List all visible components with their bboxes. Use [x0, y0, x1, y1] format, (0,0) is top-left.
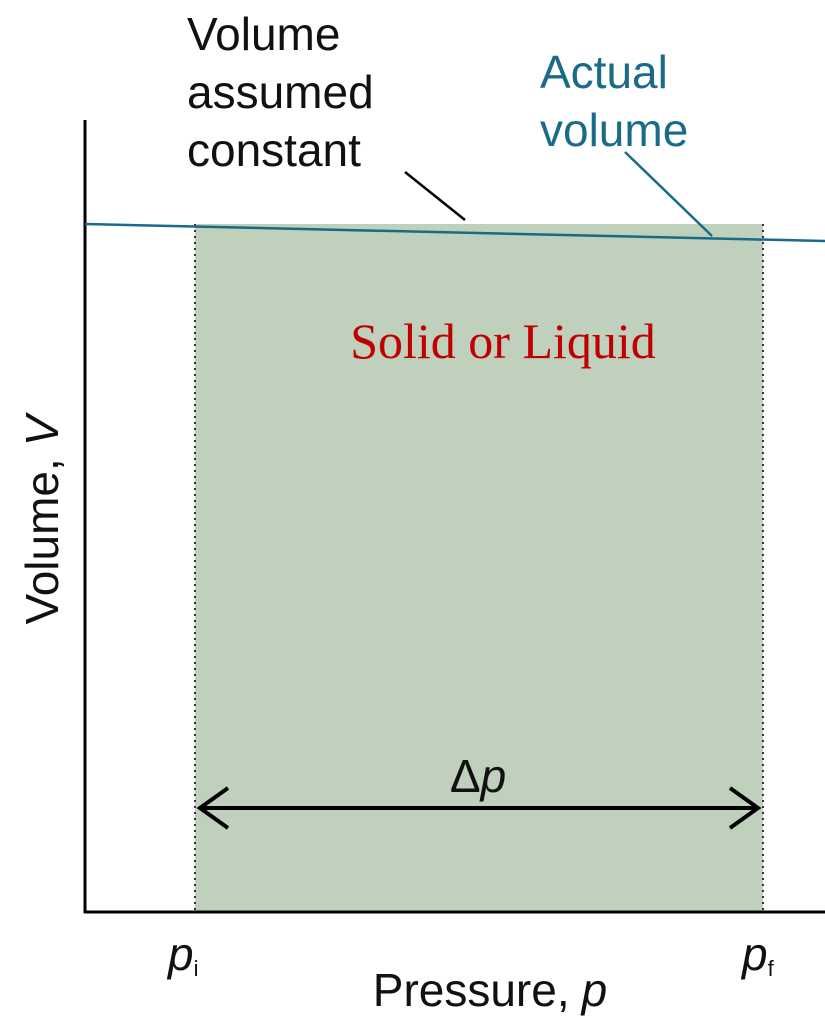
text: constant [187, 124, 361, 176]
text: Δ [450, 750, 481, 802]
region [195, 224, 763, 912]
text: Volume [187, 8, 340, 60]
x-axis-label: Pressure, p [373, 964, 607, 1016]
text: assumed [187, 66, 374, 118]
text: Actual [540, 46, 668, 98]
text: i [194, 956, 199, 981]
assumed-label: Volume assumed constant [187, 8, 374, 176]
text: f [768, 956, 775, 981]
text: Pressure, [373, 964, 570, 1016]
leader [404, 171, 466, 221]
delta-label: Δp [450, 750, 506, 802]
text: Volume, [16, 458, 68, 624]
text: volume [540, 104, 688, 156]
text: p [166, 928, 194, 980]
text: p [580, 964, 608, 1016]
text: V [16, 411, 68, 446]
actual-label: Actual volume [540, 46, 688, 156]
pi-label: pi [166, 928, 198, 981]
text: p [479, 750, 507, 802]
region-label: Solid or Liquid [350, 313, 656, 369]
pf-label: pf [740, 928, 775, 981]
y-axis-label: Volume, V [16, 411, 68, 624]
leader [624, 151, 713, 237]
text: p [740, 928, 768, 980]
arrow [196, 786, 762, 830]
actual-volume-line [84, 222, 825, 243]
